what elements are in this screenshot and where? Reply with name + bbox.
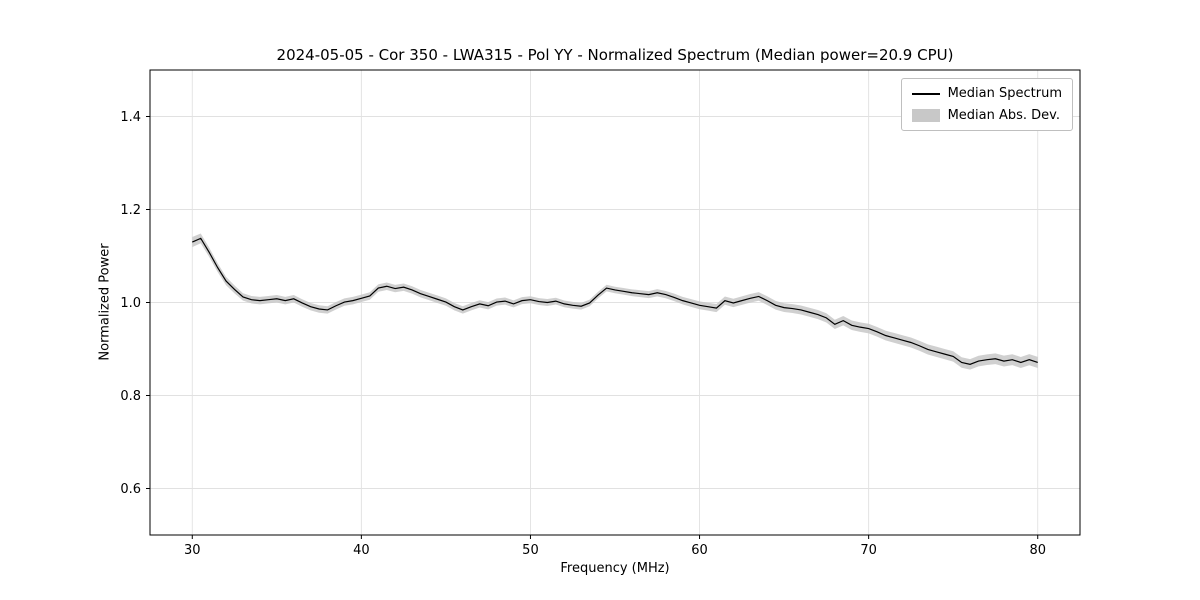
x-tick-label: 70 — [860, 543, 877, 558]
x-tick-label: 80 — [1029, 543, 1046, 558]
legend-label-median-spectrum: Median Spectrum — [947, 86, 1062, 101]
legend-entry-median-abs-dev: Median Abs. Dev. — [911, 108, 1062, 123]
x-tick-label: 30 — [184, 543, 201, 558]
x-tick-label: 40 — [353, 543, 370, 558]
x-tick-label: 60 — [691, 543, 708, 558]
chart-title: 2024-05-05 - Cor 350 - LWA315 - Pol YY -… — [276, 46, 954, 64]
x-axis-label: Frequency (MHz) — [560, 561, 670, 576]
legend: Median Spectrum Median Abs. Dev. — [900, 78, 1073, 131]
y-tick-label: 0.6 — [120, 482, 141, 497]
legend-entry-median-spectrum: Median Spectrum — [911, 86, 1062, 101]
y-tick-label: 0.8 — [120, 389, 141, 404]
median-spectrum-line — [192, 237, 1038, 365]
legend-line-sample-icon — [911, 92, 940, 95]
legend-patch-sample-icon — [911, 109, 940, 122]
legend-label-median-abs-dev: Median Abs. Dev. — [947, 108, 1061, 123]
y-tick-label: 1.2 — [120, 203, 141, 218]
y-tick-label: 1.4 — [120, 110, 141, 125]
x-tick-label: 50 — [522, 543, 539, 558]
y-tick-label: 1.0 — [120, 296, 141, 311]
y-axis-label: Normalized Power — [97, 243, 113, 361]
